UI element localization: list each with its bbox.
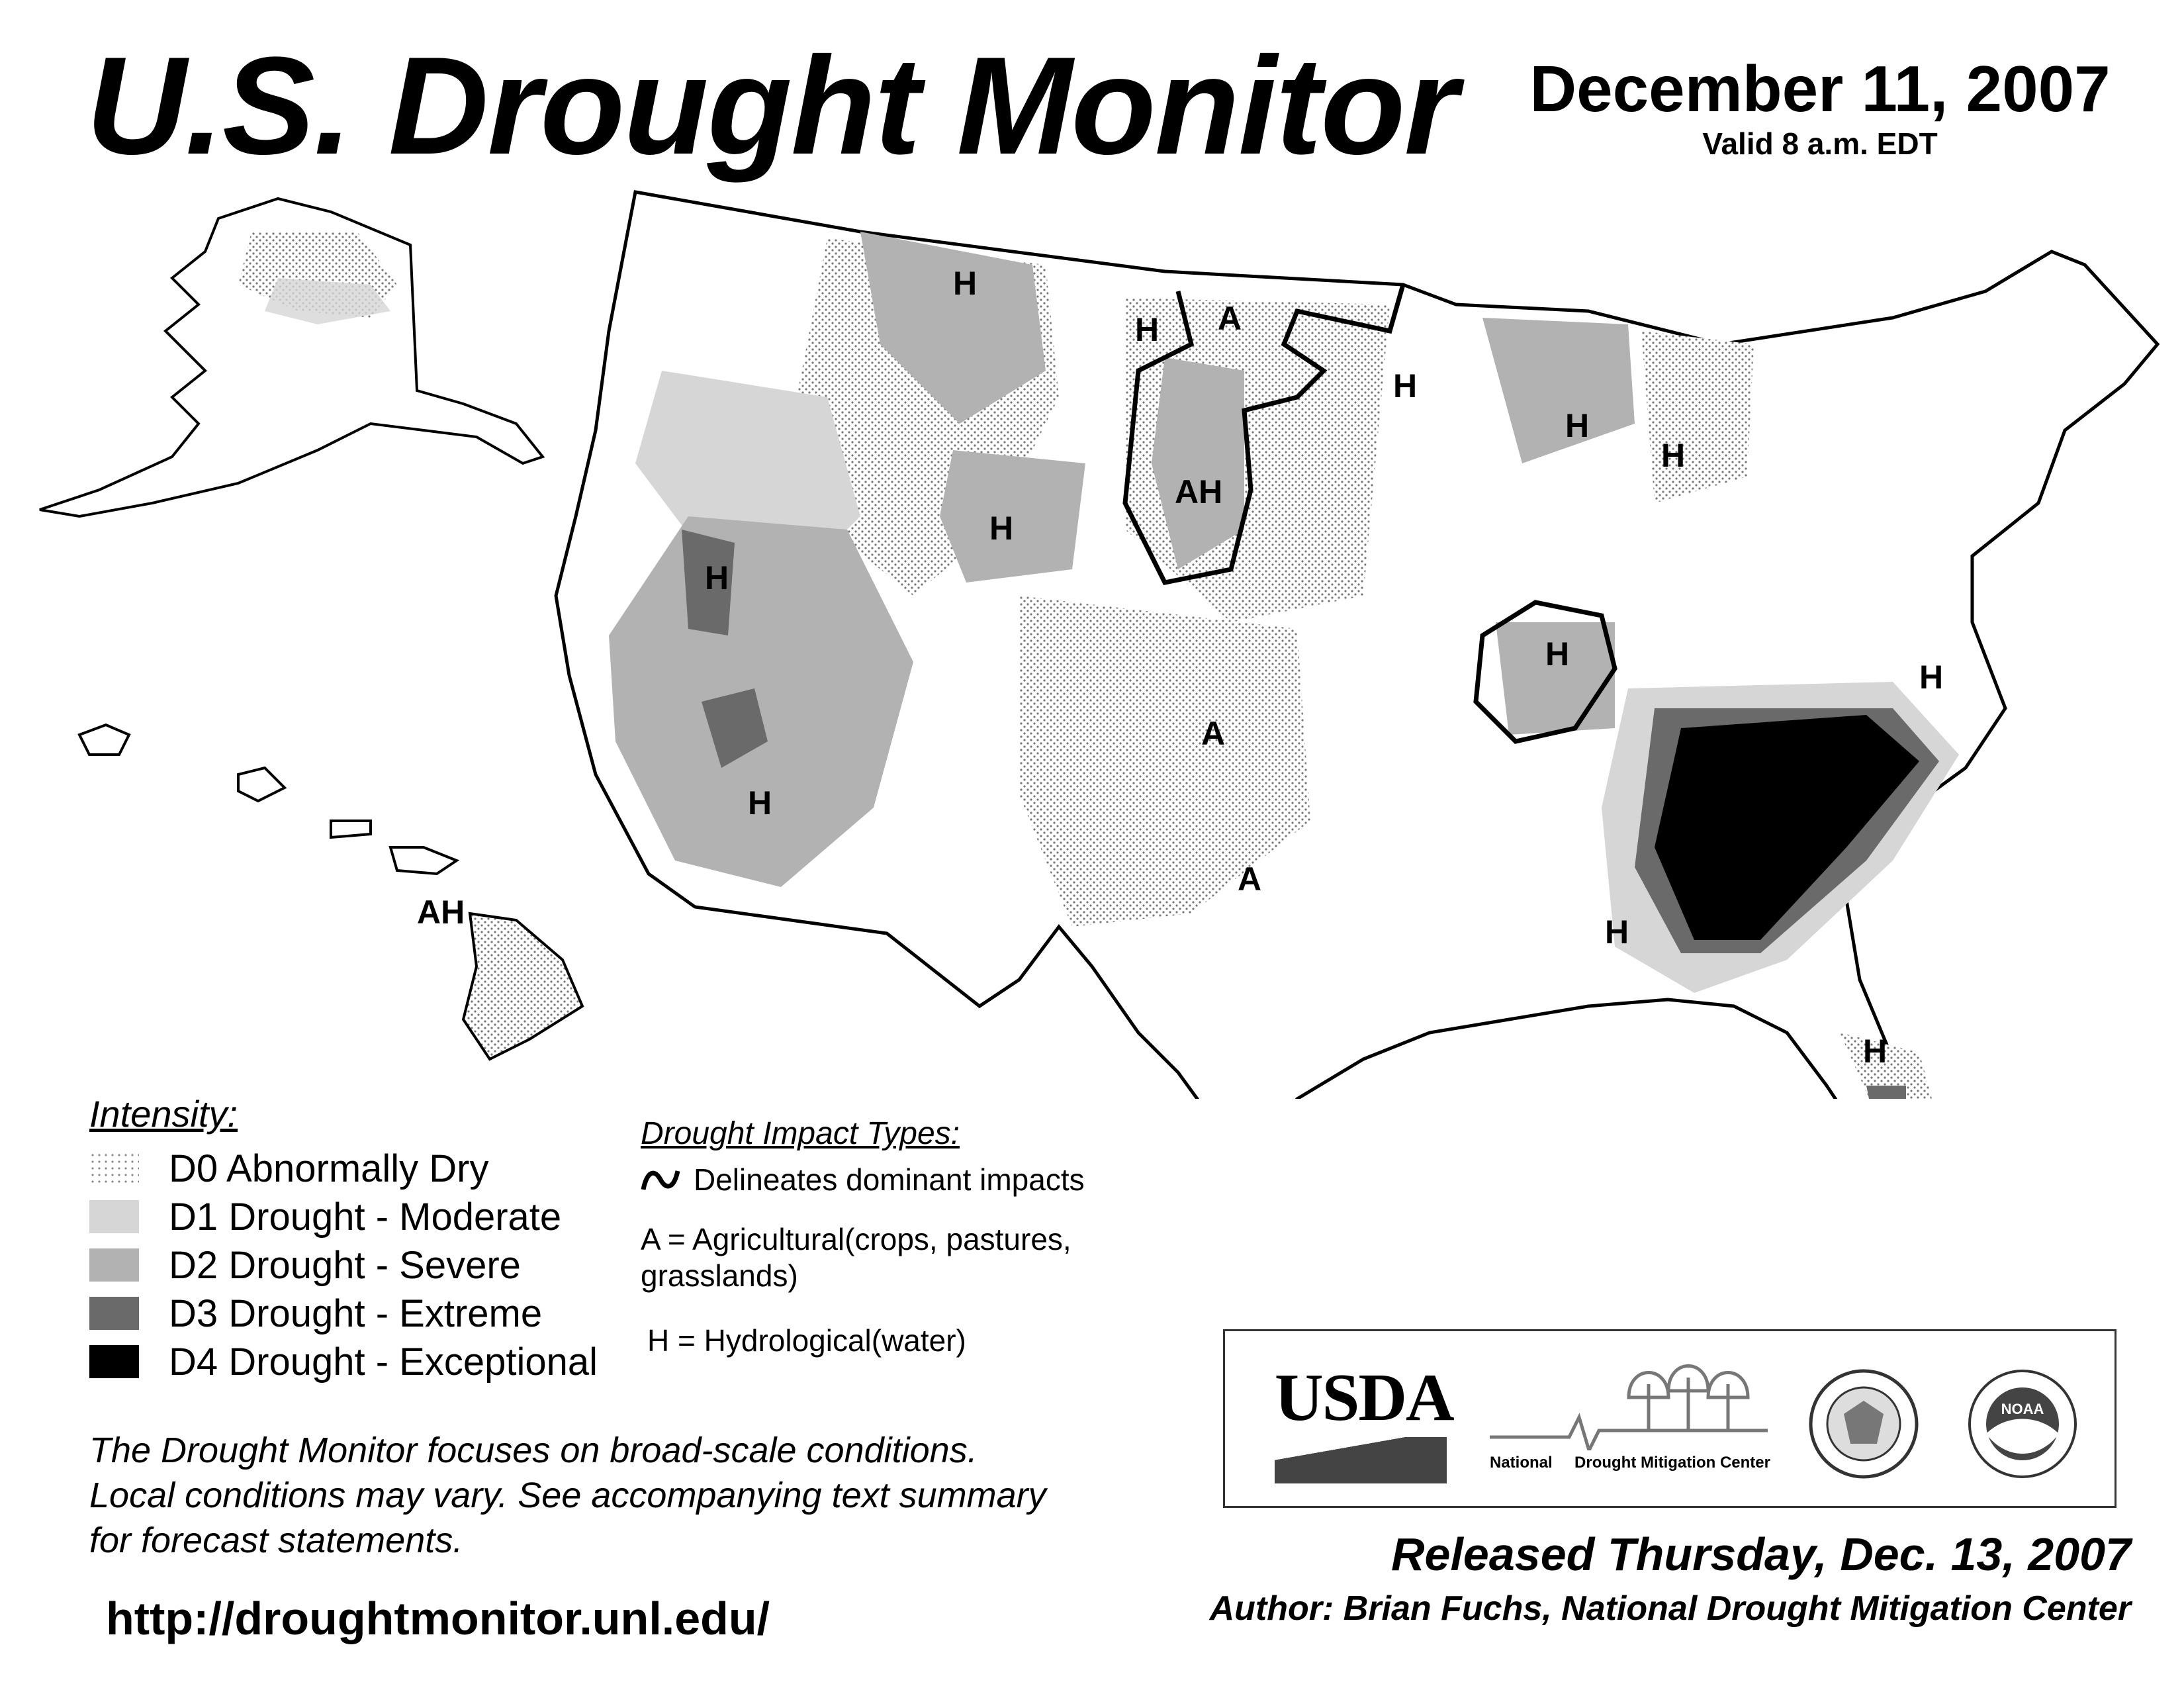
usda-wordmark: USDA xyxy=(1275,1360,1455,1435)
legend-item-d3: D3 Drought - Extreme xyxy=(89,1291,543,1335)
noaa-seal-icon: NOAA xyxy=(1968,1370,2077,1478)
valid-time: Valid 8 a.m. EDT xyxy=(1702,126,1938,161)
impact-label: H xyxy=(705,559,729,596)
ndmc-trees-icon xyxy=(1490,1364,1768,1455)
noaa-wordmark: NOAA xyxy=(2001,1401,2044,1417)
impact-label: H xyxy=(953,265,977,302)
map-date: December 11, 2007 xyxy=(1529,52,2111,125)
ndmc-name: National Drought Mitigation Center xyxy=(1490,1454,1770,1472)
impact-label: A xyxy=(1238,861,1261,898)
impact-label: H xyxy=(748,784,772,821)
alaska-outline xyxy=(39,197,545,518)
legend-item-d0: D0 Abnormally Dry xyxy=(89,1147,489,1190)
impact-label: H xyxy=(1863,1033,1887,1070)
impact-line-label: Delineates dominant impacts xyxy=(694,1162,1085,1197)
legend-label: D4 Drought - Exceptional xyxy=(169,1340,598,1383)
d4-swatch xyxy=(89,1345,139,1378)
d1-swatch xyxy=(89,1200,139,1233)
alaska-d1 xyxy=(265,278,390,324)
impact-label: H xyxy=(1565,407,1589,444)
d3-swatch xyxy=(89,1297,139,1330)
usda-logo: USDA xyxy=(1275,1360,1455,1483)
legend-title: Intensity: xyxy=(89,1093,238,1135)
impact-label: H xyxy=(1919,659,1943,696)
commerce-seal-icon xyxy=(1809,1369,1919,1479)
impact-label: H xyxy=(989,510,1013,547)
agricultural-impact-label-cont: grasslands) xyxy=(641,1258,798,1293)
drought-map: H A H AH H H H H H H A A H H H H AH xyxy=(39,190,2160,1099)
release-date: Released Thursday, Dec. 13, 2007 xyxy=(1390,1528,2131,1580)
d0-swatch xyxy=(89,1152,139,1185)
impact-line-legend: Delineates dominant impacts xyxy=(641,1162,1085,1197)
impact-types-title: Drought Impact Types: xyxy=(641,1116,960,1151)
legend-label: D1 Drought - Moderate xyxy=(169,1195,562,1239)
page-title: U.S. Drought Monitor xyxy=(86,28,1458,183)
hawaii xyxy=(77,723,584,1061)
disclaimer-line: The Drought Monitor focuses on broad-sca… xyxy=(89,1430,978,1470)
usda-landscape-icon xyxy=(1275,1437,1447,1483)
agricultural-impact-label: A = Agricultural(crops, pastures, xyxy=(641,1222,1071,1256)
legend-label: D2 Drought - Severe xyxy=(169,1243,521,1287)
impact-label: AH xyxy=(1175,473,1222,510)
author-credit: Author: Brian Fuchs, National Drought Mi… xyxy=(1209,1589,2131,1628)
impact-label: H xyxy=(1393,367,1417,404)
impact-line-icon xyxy=(641,1170,680,1190)
legend-label: D3 Drought - Extreme xyxy=(169,1291,543,1335)
impact-label: AH xyxy=(417,894,465,931)
disclaimer-line: Local conditions may vary. See accompany… xyxy=(89,1476,1046,1515)
impact-label: A xyxy=(1218,300,1242,337)
ndmc-logo: National Drought Mitigation Center xyxy=(1490,1358,1770,1483)
impact-label: H xyxy=(1135,311,1159,348)
legend-item-d1: D1 Drought - Moderate xyxy=(89,1195,562,1239)
impact-label: H xyxy=(1605,914,1629,951)
impact-label: H xyxy=(1661,437,1685,474)
legend-label: D0 Abnormally Dry xyxy=(169,1147,489,1190)
website-url[interactable]: http://droughtmonitor.unl.edu/ xyxy=(106,1593,770,1644)
drought-regions xyxy=(609,232,1959,1099)
legend-item-d4: D4 Drought - Exceptional xyxy=(89,1340,598,1383)
d2-swatch xyxy=(89,1248,139,1282)
impact-label: A xyxy=(1201,715,1225,752)
disclaimer-line: for forecast statements. xyxy=(89,1521,463,1560)
hydrological-impact-label: H = Hydrological(water) xyxy=(647,1323,966,1358)
partner-logos: USDA National Drought Mitigation Center … xyxy=(1223,1329,2116,1508)
legend-item-d2: D2 Drought - Severe xyxy=(89,1243,521,1287)
impact-lines xyxy=(1122,284,1617,744)
impact-label: H xyxy=(1545,635,1569,673)
